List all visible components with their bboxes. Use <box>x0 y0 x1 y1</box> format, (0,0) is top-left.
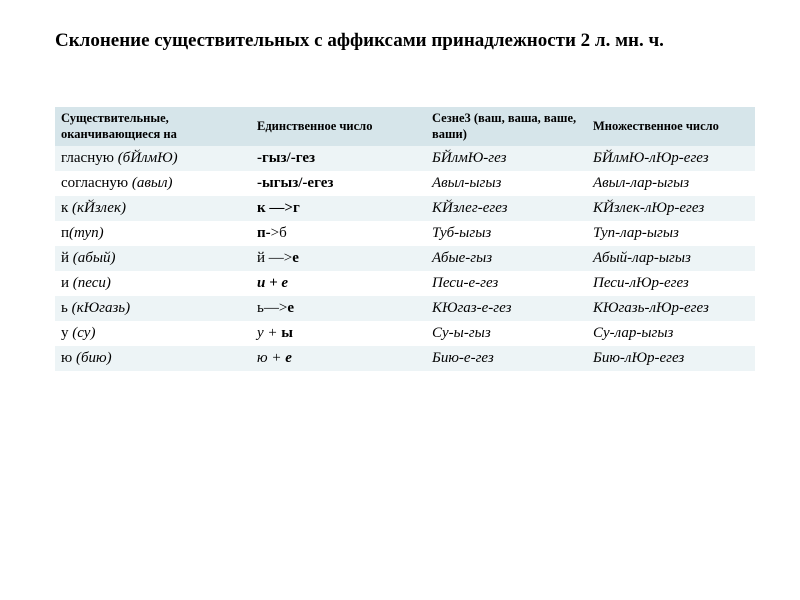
col-header-1: Существительные, оканчивающиеся на <box>55 107 251 146</box>
text: и <box>61 275 73 291</box>
text-ital: (су) <box>72 325 95 341</box>
cell: гласную (бЙлмЮ) <box>55 146 251 171</box>
cell: ю (бию) <box>55 346 251 371</box>
table-row: согласную (авыл) -ыгыз/-егез Авыл-ыгыз А… <box>55 171 755 196</box>
text-ital: (бию) <box>76 350 112 366</box>
cell: Авыл-лар-ыгыз <box>587 171 755 196</box>
cell: КЮгазь-лЮр-егез <box>587 296 755 321</box>
cell: п(туп) <box>55 221 251 246</box>
text-ital-bold: и + е <box>257 275 288 291</box>
text-bold: е <box>292 250 299 266</box>
cell: Су-ы-гыз <box>426 321 587 346</box>
text-ital: (авыл) <box>132 175 173 191</box>
table-header-row: Существительные, оканчивающиеся на Единс… <box>55 107 755 146</box>
text-ital: ю + <box>257 350 285 366</box>
cell: Песи-е-гез <box>426 271 587 296</box>
page-title: Склонение существительных с аффиксами пр… <box>55 30 755 52</box>
text: >б <box>271 225 287 241</box>
text: согласную <box>61 175 132 191</box>
cell: Су-лар-ыгыз <box>587 321 755 346</box>
table-row: у (су) у + ы Су-ы-гыз Су-лар-ыгыз <box>55 321 755 346</box>
cell: -ыгыз/-егез <box>251 171 426 196</box>
text-bold: ы <box>281 325 293 341</box>
text-ital: (бЙлмЮ) <box>118 150 178 166</box>
text-ital: (кЮгазь) <box>72 300 131 316</box>
text-ital: (абый) <box>73 250 116 266</box>
table-row: и (песи) и + е Песи-е-гез Песи-лЮр-егез <box>55 271 755 296</box>
cell: у (су) <box>55 321 251 346</box>
col-header-2: Единственное число <box>251 107 426 146</box>
text: у <box>61 325 72 341</box>
text: ю <box>61 350 76 366</box>
table-row: й (абый) й —>е Абые-гыз Абый-лар-ыгыз <box>55 246 755 271</box>
cell: Абые-гыз <box>426 246 587 271</box>
slide: Склонение существительных с аффиксами пр… <box>0 0 800 600</box>
text: ь <box>61 300 72 316</box>
cell: ь (кЮгазь) <box>55 296 251 321</box>
cell: Авыл-ыгыз <box>426 171 587 196</box>
cell: и + е <box>251 271 426 296</box>
cell: й —>е <box>251 246 426 271</box>
table-row: гласную (бЙлмЮ) -гыз/-гез БЙлмЮ-гез БЙлм… <box>55 146 755 171</box>
cell: к —>г <box>251 196 426 221</box>
cell: ю + е <box>251 346 426 371</box>
table-row: п(туп) п->б Туб-ыгыз Туп-лар-ыгыз <box>55 221 755 246</box>
cell: КЙзлек-лЮр-егез <box>587 196 755 221</box>
text: й <box>61 250 73 266</box>
text-ital: у + <box>257 325 281 341</box>
cell: КЙзлег-егез <box>426 196 587 221</box>
cell: Бию-е-гез <box>426 346 587 371</box>
cell: Песи-лЮр-егез <box>587 271 755 296</box>
cell: Туп-лар-ыгыз <box>587 221 755 246</box>
table-row: ю (бию) ю + е Бию-е-гез Бию-лЮр-егез <box>55 346 755 371</box>
declension-table: Существительные, оканчивающиеся на Единс… <box>55 107 755 371</box>
text-ital: (песи) <box>73 275 111 291</box>
cell: КЮгаз-е-гез <box>426 296 587 321</box>
text: п <box>61 225 69 241</box>
col-header-3: Сезне3 (ваш, ваша, ваше, ваши) <box>426 107 587 146</box>
text: гласную <box>61 150 118 166</box>
text: ь—> <box>257 300 287 316</box>
text: й —> <box>257 250 292 266</box>
text: к <box>61 200 72 216</box>
cell: у + ы <box>251 321 426 346</box>
text-ital-bold: е <box>285 350 292 366</box>
cell: -гыз/-гез <box>251 146 426 171</box>
text-bold: е <box>287 300 294 316</box>
cell: Бию-лЮр-егез <box>587 346 755 371</box>
cell: БЙлмЮ-лЮр-егез <box>587 146 755 171</box>
cell: БЙлмЮ-гез <box>426 146 587 171</box>
col-header-4: Множественное число <box>587 107 755 146</box>
cell: и (песи) <box>55 271 251 296</box>
text-ital: (кЙзлек) <box>72 200 126 216</box>
cell: Туб-ыгыз <box>426 221 587 246</box>
table-row: к (кЙзлек) к —>г КЙзлег-егез КЙзлек-лЮр-… <box>55 196 755 221</box>
text-bold: п- <box>257 225 271 241</box>
cell: Абый-лар-ыгыз <box>587 246 755 271</box>
cell: согласную (авыл) <box>55 171 251 196</box>
cell: й (абый) <box>55 246 251 271</box>
text-ital: (туп) <box>69 225 104 241</box>
cell: к (кЙзлек) <box>55 196 251 221</box>
cell: п->б <box>251 221 426 246</box>
cell: ь—>е <box>251 296 426 321</box>
table-row: ь (кЮгазь) ь—>е КЮгаз-е-гез КЮгазь-лЮр-е… <box>55 296 755 321</box>
